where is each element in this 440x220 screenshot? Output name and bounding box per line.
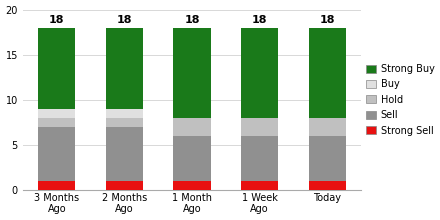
Bar <box>173 181 211 190</box>
Bar <box>241 136 278 181</box>
Bar <box>241 181 278 190</box>
Text: 18: 18 <box>252 15 268 25</box>
Bar <box>106 109 143 118</box>
Text: 18: 18 <box>49 15 65 25</box>
Bar <box>38 127 75 181</box>
Bar <box>173 28 211 118</box>
Bar <box>106 127 143 181</box>
Bar <box>38 28 75 109</box>
Bar <box>38 118 75 127</box>
Bar <box>173 118 211 136</box>
Bar <box>106 28 143 109</box>
Bar <box>38 109 75 118</box>
Bar <box>173 136 211 181</box>
Bar <box>106 181 143 190</box>
Bar <box>308 28 346 118</box>
Legend: Strong Buy, Buy, Hold, Sell, Strong Sell: Strong Buy, Buy, Hold, Sell, Strong Sell <box>366 64 434 136</box>
Bar <box>38 181 75 190</box>
Text: 18: 18 <box>117 15 132 25</box>
Bar <box>308 118 346 136</box>
Bar <box>241 28 278 118</box>
Bar <box>308 181 346 190</box>
Bar <box>106 118 143 127</box>
Text: 18: 18 <box>319 15 335 25</box>
Bar <box>308 136 346 181</box>
Bar <box>241 118 278 136</box>
Text: 18: 18 <box>184 15 200 25</box>
